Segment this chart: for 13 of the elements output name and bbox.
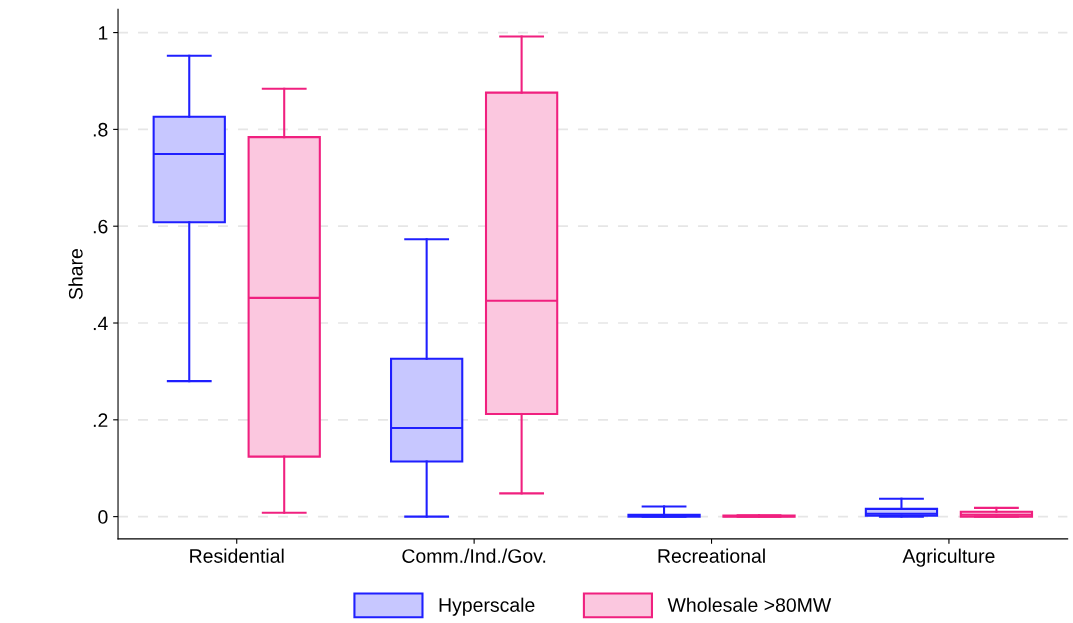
y-tick-label: .4	[93, 316, 108, 331]
x-tick-label: Comm./Ind./Gov.	[402, 548, 546, 563]
y-tick-label: 0	[98, 510, 108, 524]
y-tick-label: 1	[98, 26, 108, 40]
x-tick-label: Agriculture	[902, 548, 995, 567]
legend-label: Hyperscale	[439, 597, 535, 616]
y-tick-label: .8	[93, 122, 108, 137]
y-tick-label: .6	[93, 219, 108, 234]
legend-label: Wholesale >80MW	[667, 597, 832, 612]
y-tick-label: .2	[93, 413, 108, 427]
y-axis-title: Share	[68, 249, 83, 300]
x-tick-label: Residential	[190, 548, 284, 563]
x-tick-label: Recreational	[658, 548, 765, 563]
